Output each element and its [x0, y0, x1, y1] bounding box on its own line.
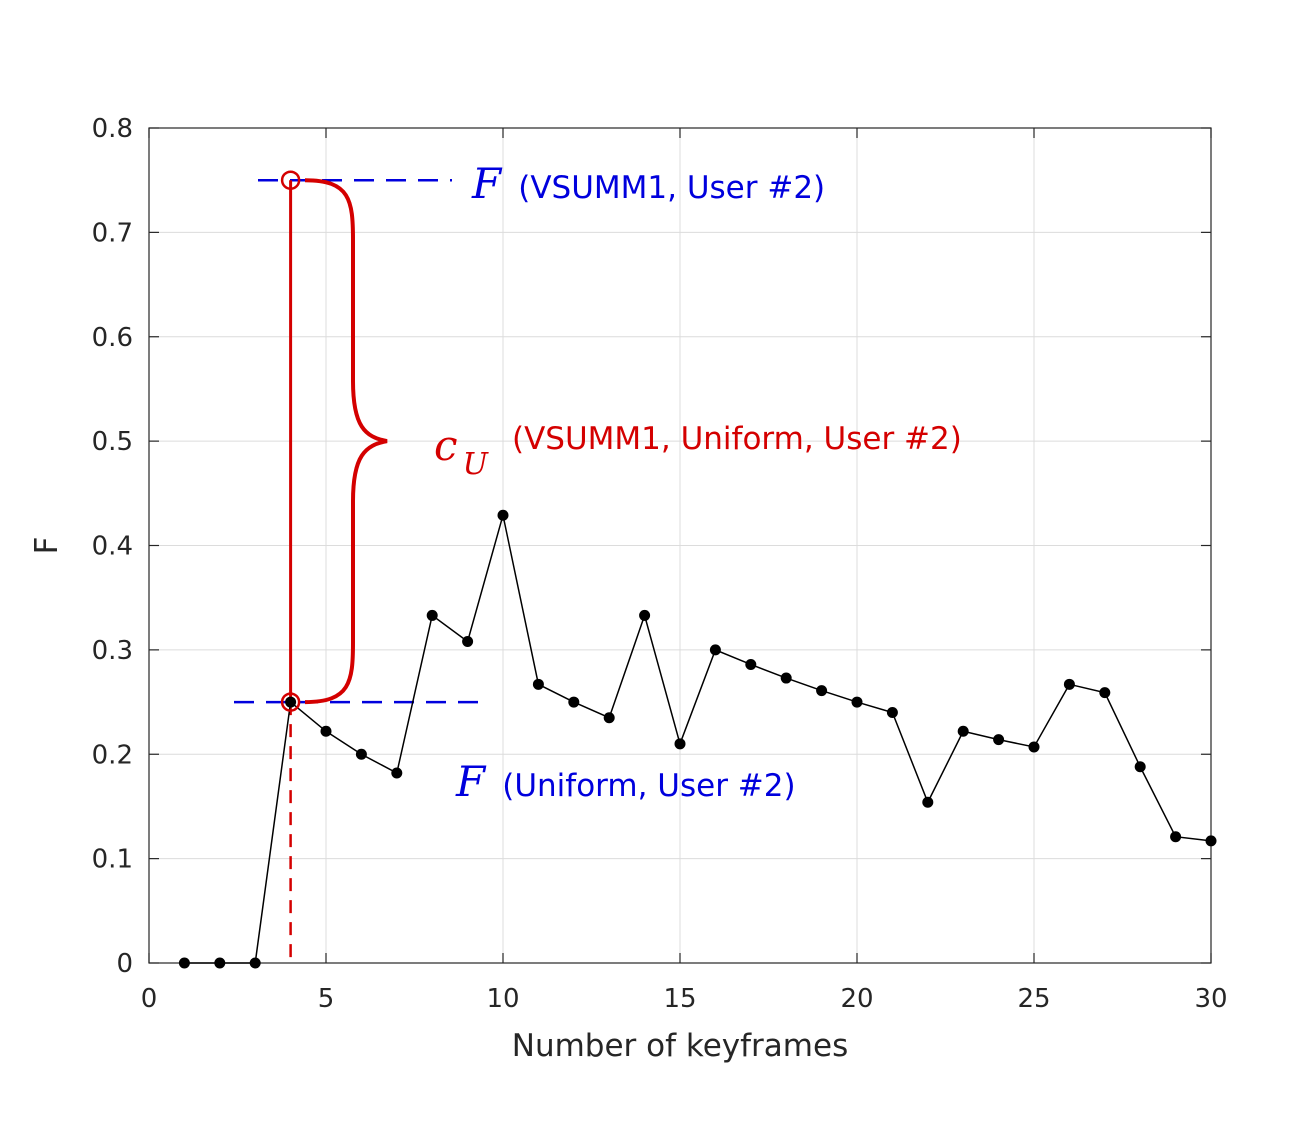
- series-line: [184, 515, 1212, 964]
- x-tick-label: 0: [141, 984, 158, 1014]
- data-point: [497, 509, 509, 521]
- grid: [148, 127, 1212, 964]
- x-tick-label: 20: [840, 984, 873, 1014]
- y-axis-label: F: [29, 537, 65, 555]
- data-point: [745, 658, 757, 670]
- data-point: [568, 696, 580, 708]
- cu-symbol: c: [434, 421, 458, 470]
- x-tick-label: 25: [1017, 984, 1050, 1014]
- x-tick-label: 10: [486, 984, 519, 1014]
- data-point: [1205, 835, 1217, 847]
- y-tick-label: 0.3: [92, 636, 133, 666]
- cu-annotation-label: (VSUMM1, Uniform, User #2): [512, 421, 962, 457]
- data-point: [674, 738, 686, 750]
- y-tick-label: 0.5: [92, 427, 133, 457]
- y-tick-label: 0.4: [92, 532, 133, 562]
- data-point: [1134, 761, 1146, 773]
- uniform-annotation-label: (Uniform, User #2): [502, 768, 795, 804]
- data-point: [285, 696, 297, 708]
- data-point: [639, 609, 651, 621]
- annotation-markers: [280, 170, 301, 712]
- y-tick-label: 0.6: [92, 323, 133, 353]
- y-tick-label: 0.2: [92, 740, 133, 770]
- data-point: [780, 672, 792, 684]
- data-point: [993, 734, 1005, 746]
- data-point: [1170, 831, 1182, 843]
- data-point: [178, 957, 190, 969]
- y-tick-label: 0: [116, 949, 133, 979]
- vsumm-annotation: F (VSUMM1, User #2): [471, 159, 825, 208]
- x-axis-label: Number of keyframes: [512, 1028, 848, 1064]
- data-point: [532, 678, 544, 690]
- data-point: [603, 712, 615, 724]
- data-point: [816, 685, 828, 697]
- x-tick-label: 30: [1194, 984, 1227, 1014]
- data-point: [957, 725, 969, 737]
- data-point: [1099, 687, 1111, 699]
- uniform-marker: [280, 692, 301, 712]
- y-tick-label: 0.1: [92, 845, 133, 875]
- data-point: [922, 796, 934, 808]
- y-tick-label: 0.8: [92, 114, 133, 144]
- data-point: [851, 696, 863, 708]
- curly-brace: [304, 178, 388, 705]
- ticks: 0 5 10 15 20 25 30 0 0.1 0.2 0.3 0.4 0.5 0.6 0.7 0.8: [92, 114, 1228, 1014]
- data-point: [462, 636, 474, 648]
- data-point: [214, 957, 226, 969]
- vsumm-marker: [280, 170, 301, 190]
- data-point: [1028, 741, 1040, 753]
- cu-annotation: c U: [434, 421, 490, 482]
- y-tick-label: 0.7: [92, 218, 133, 248]
- data-point: [355, 748, 367, 760]
- cu-subscript: U: [463, 447, 490, 482]
- data-point: [426, 609, 438, 621]
- data-point: [391, 767, 403, 779]
- uniform-annotation: F (Uniform, User #2): [455, 757, 796, 806]
- annotation-lines: [234, 178, 478, 963]
- x-tick-label: 5: [318, 984, 335, 1014]
- uniform-f-symbol: F: [455, 757, 487, 806]
- data-point: [1063, 678, 1075, 690]
- data-point: [320, 725, 332, 737]
- vsumm-annotation-label: (VSUMM1, User #2): [518, 170, 825, 206]
- data-point: [886, 707, 898, 718]
- data-point: [709, 644, 721, 656]
- x-tick-label: 15: [663, 984, 696, 1014]
- data-point: [249, 957, 261, 969]
- series: [178, 509, 1217, 969]
- vsumm-f-symbol: F: [471, 159, 503, 208]
